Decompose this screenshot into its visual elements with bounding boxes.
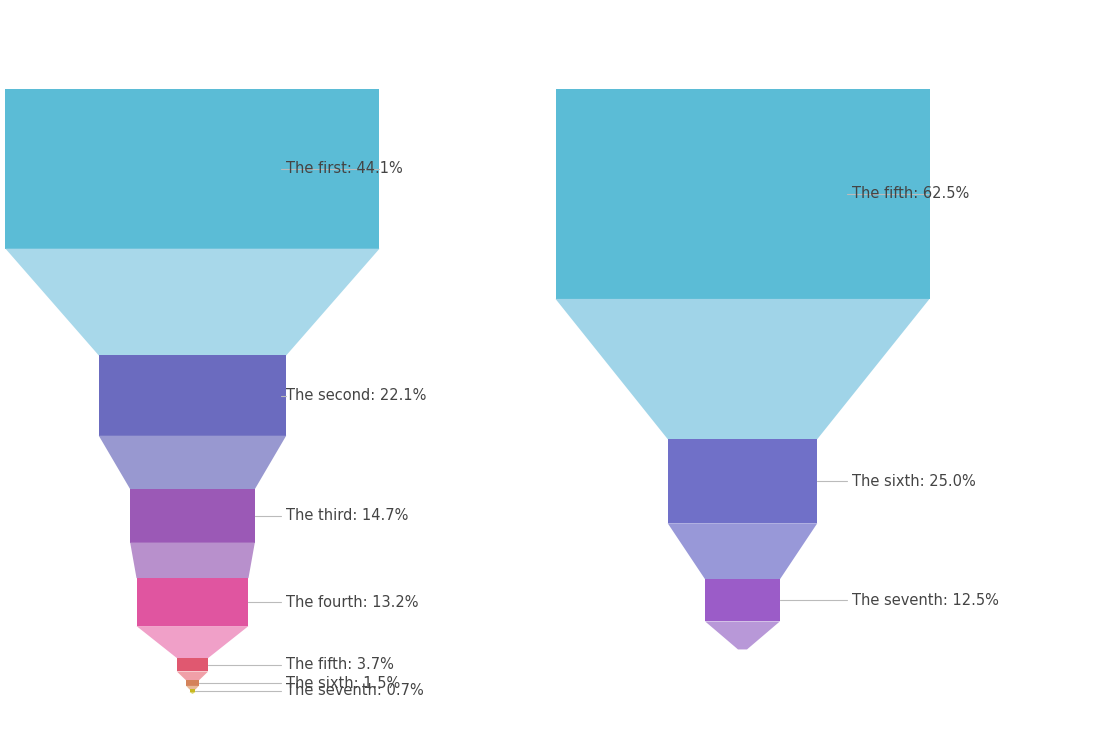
Polygon shape (668, 439, 817, 523)
Text: The first: 44.1%: The first: 44.1% (286, 161, 403, 176)
Polygon shape (177, 672, 208, 680)
Polygon shape (6, 249, 379, 356)
Polygon shape (556, 299, 930, 439)
Text: The fourth: 13.2%: The fourth: 13.2% (286, 595, 418, 610)
Polygon shape (99, 356, 286, 435)
Text: The fifth: 3.7%: The fifth: 3.7% (286, 658, 394, 672)
Text: The sixth: 1.5%: The sixth: 1.5% (286, 675, 400, 691)
Text: The fifth: 62.5%: The fifth: 62.5% (852, 186, 970, 201)
Polygon shape (6, 89, 379, 249)
Polygon shape (668, 523, 817, 579)
Polygon shape (136, 626, 249, 658)
Polygon shape (189, 689, 196, 692)
Polygon shape (136, 578, 249, 626)
Polygon shape (177, 658, 208, 672)
Text: The sixth: 25.0%: The sixth: 25.0% (852, 474, 977, 489)
Text: The second: 22.1%: The second: 22.1% (286, 388, 427, 403)
Polygon shape (130, 489, 255, 542)
Polygon shape (186, 680, 199, 686)
Polygon shape (556, 89, 930, 299)
Text: The seventh: 12.5%: The seventh: 12.5% (852, 593, 1000, 608)
Polygon shape (189, 692, 196, 694)
Text: The seventh: 0.7%: The seventh: 0.7% (286, 683, 424, 698)
Text: The third: 14.7%: The third: 14.7% (286, 508, 408, 523)
Polygon shape (186, 686, 199, 689)
Polygon shape (130, 542, 255, 578)
Polygon shape (705, 621, 780, 649)
Polygon shape (99, 435, 286, 489)
Polygon shape (705, 579, 780, 621)
